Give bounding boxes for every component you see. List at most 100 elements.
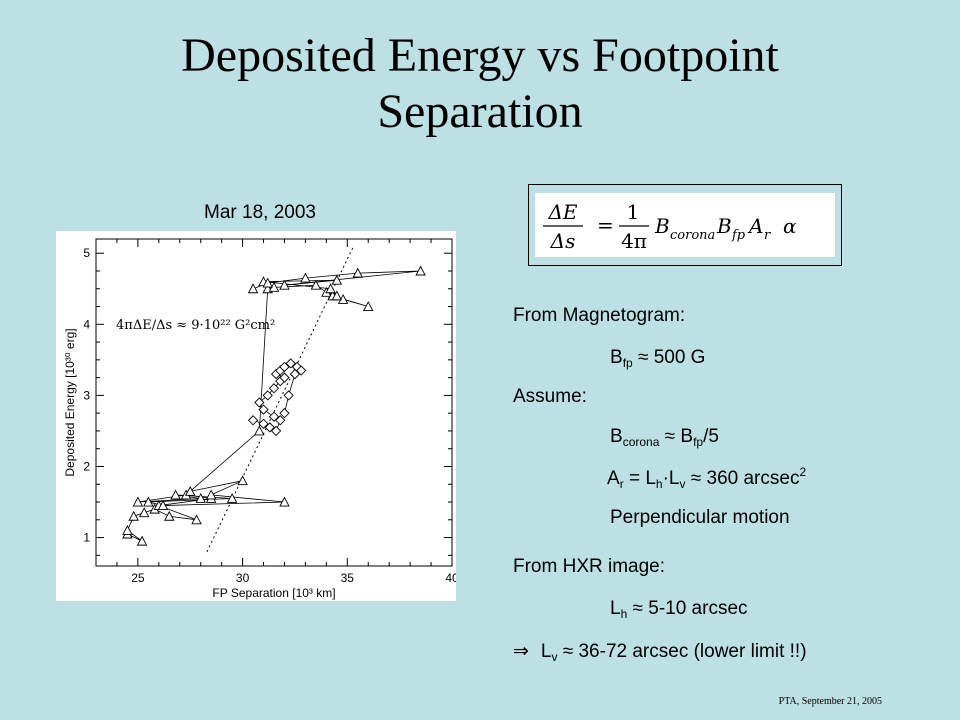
x-tick-label: 35: [341, 571, 355, 585]
energy-separation-chart: 25 30 35 40 1 2 3 4 5 FP Separation [10³ km] Depos…: [63, 238, 459, 600]
lv-value: ≈ 36-72 arcsec (lower limit !!): [557, 641, 807, 662]
diamond-point: [270, 425, 282, 437]
slide-title-line2: Separation: [377, 85, 583, 138]
formula-rhs-sub2: fp: [731, 228, 746, 243]
bfp-b: B: [610, 347, 623, 368]
triangle-point: [415, 265, 426, 276]
x-tick-label: 30: [236, 571, 250, 585]
slide-title-line1: Deposited Energy vs Footpoint: [181, 29, 779, 82]
diamond-point: [264, 422, 275, 433]
formula-box: ΔE Δs = 1 4π B corona B fp A r α: [528, 184, 842, 266]
x-tick-label: 25: [131, 571, 145, 585]
y-axis-label: Deposited Energy [10³⁰ erg]: [63, 328, 77, 476]
triangle-point: [184, 485, 196, 496]
triangle-point: [122, 524, 133, 535]
triangle-point: [331, 290, 343, 301]
bfp-sub: fp: [622, 356, 633, 370]
diamond-point: [296, 365, 307, 376]
perpendicular-motion: Perpendicular motion: [610, 507, 790, 528]
lh-value: ≈ 5-10 arcsec: [627, 598, 748, 619]
area-line: Ar = Lh·Lv ≈ 360 arcsec2: [607, 465, 806, 491]
formula-lhs-den: Δs: [550, 229, 576, 253]
triangle-point: [300, 272, 311, 283]
diamond-point: [247, 415, 259, 426]
diamond-point: [258, 404, 269, 415]
formula-coef-num: 1: [627, 200, 640, 224]
triangle-point: [237, 475, 248, 486]
triangle-point: [191, 514, 202, 525]
bcor-b: B: [610, 426, 623, 447]
diamond-point: [285, 358, 296, 369]
triangle-point: [226, 493, 238, 503]
formula-rhs-alpha: α: [783, 214, 797, 238]
formula-coef-den: 4π: [621, 229, 647, 253]
y-tick-label: 4: [83, 317, 90, 331]
fit-annotation: 4πΔE/Δs ≈ 9·10²² G²cm²: [116, 318, 275, 333]
triangle-point: [279, 279, 290, 290]
from-magnetogram-label: From Magnetogram:: [513, 305, 686, 326]
formula-rhs-b2: B: [716, 214, 732, 238]
lv-l: L: [540, 641, 552, 662]
y-tick-label: 1: [83, 531, 90, 545]
triangle-point: [362, 301, 374, 311]
formula-panel: ΔE Δs = 1 4π B corona B fp A r α: [535, 193, 835, 257]
triangle-point: [143, 496, 154, 507]
triangle-point: [138, 507, 150, 518]
lh-line: Lh ≈ 5-10 arcsec: [610, 598, 748, 621]
bcor-mid: ≈ B: [659, 426, 694, 447]
formula-rhs-b1: B: [654, 214, 670, 238]
x-axis-label: FP Separation [10³ km]: [212, 586, 335, 600]
triangle-point: [279, 496, 290, 507]
triangle-point: [331, 274, 343, 285]
chart-panel: 25 30 35 40 1 2 3 4 5 FP Separation [10³ km] Depos…: [56, 231, 459, 601]
triangle-point: [132, 496, 144, 507]
triangle-point: [128, 510, 139, 521]
ar-sub: r: [619, 477, 624, 491]
chart-date: Mar 18, 2003: [204, 202, 316, 223]
formula-rhs-sub3: r: [764, 228, 771, 243]
diamond-point: [262, 390, 273, 401]
ar-sup: 2: [799, 465, 807, 479]
y-tick-label: 2: [83, 459, 90, 473]
triangle-point: [262, 277, 273, 288]
ar-mid2: ·L: [662, 468, 680, 489]
ar-sub2: h: [655, 477, 663, 491]
from-hxr-label: From HXR image:: [513, 556, 666, 577]
triangle-point: [164, 510, 175, 521]
y-tick-label: 5: [83, 246, 90, 260]
triangle-point: [247, 283, 259, 294]
bcor-sub2: fp: [693, 435, 704, 449]
diamond-point: [279, 361, 290, 373]
footer: PTA, September 21, 2005: [778, 696, 882, 707]
formula-rhs-a: A: [747, 214, 763, 238]
y-tick-label: 3: [83, 388, 90, 402]
diamond-point: [268, 383, 280, 394]
diamond-point: [279, 408, 290, 419]
x-tick-label: 40: [445, 571, 456, 585]
triangle-point: [254, 425, 265, 436]
formula-lhs-num: ΔE: [547, 200, 577, 224]
triangle-point: [205, 489, 217, 500]
triangle-point: [157, 500, 169, 511]
bcor-sub: corona: [622, 435, 660, 449]
diamond-point: [275, 415, 286, 426]
diamond-point: [258, 418, 269, 429]
lh-l: L: [610, 598, 621, 619]
diamond-point: [268, 411, 280, 422]
triangle-point: [352, 267, 364, 278]
triangle-point: [325, 283, 336, 294]
triangle-point: [310, 279, 322, 290]
implies-arrow: ⇒: [513, 641, 529, 662]
formula-rhs-sub1: corona: [670, 228, 715, 243]
diamond-point: [279, 372, 290, 383]
ar-mid1: = L: [623, 468, 656, 489]
triangle-point: [170, 489, 181, 500]
diamond-point: [289, 368, 301, 380]
ar-sub3: v: [679, 477, 686, 491]
series-line-triangle: [126, 270, 421, 542]
assume-label: Assume:: [513, 386, 587, 407]
ar-value: ≈ 360 arcsec: [685, 468, 800, 489]
diamond-point: [254, 397, 265, 408]
bfp-line: Bfp ≈ 500 G: [610, 347, 705, 370]
diamond-point: [283, 390, 294, 401]
